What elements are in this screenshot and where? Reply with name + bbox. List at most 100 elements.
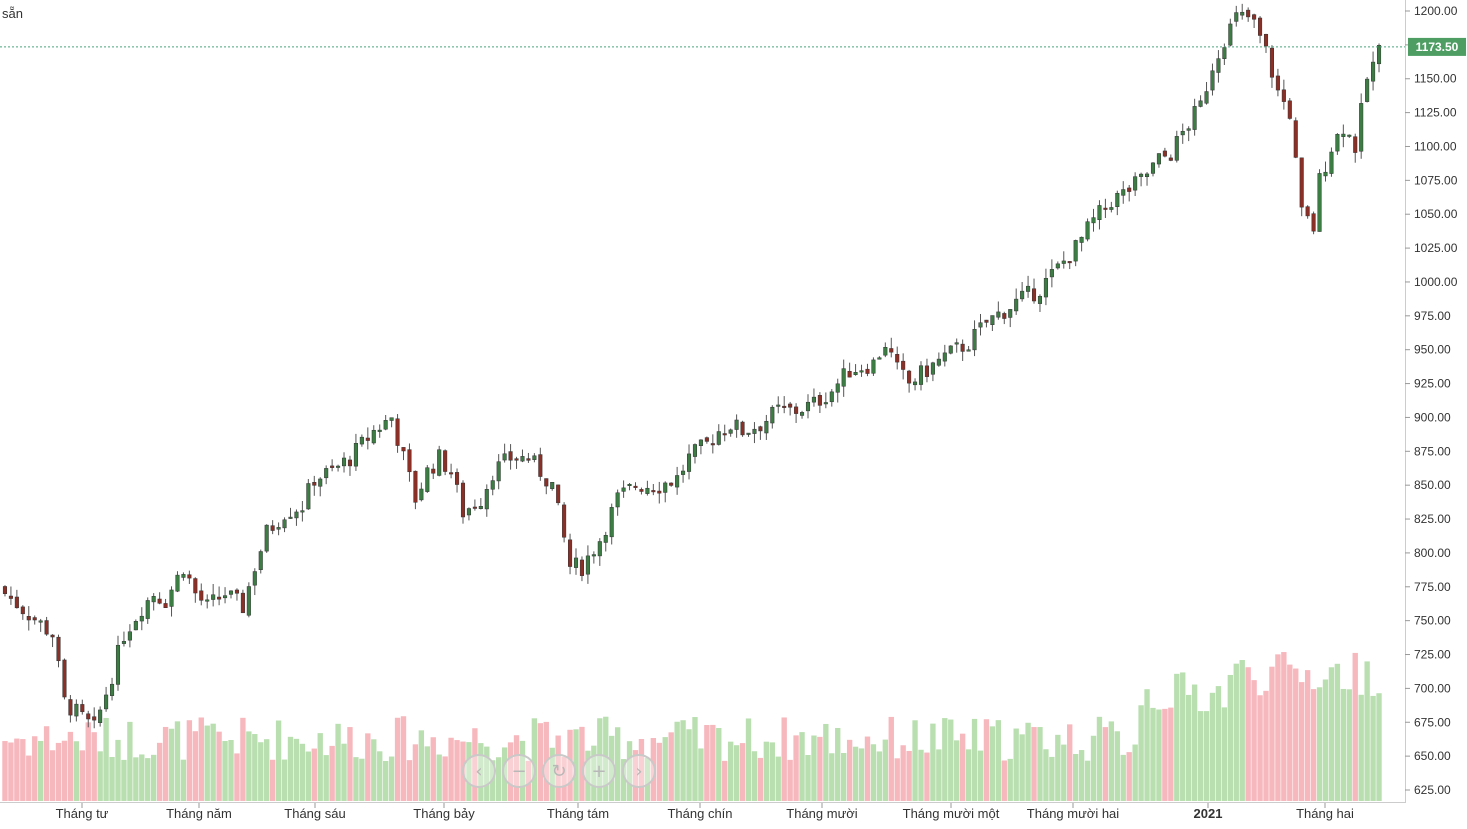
x-tick-label: Tháng mười một <box>903 806 1000 821</box>
volume-bar <box>26 755 32 801</box>
candle-body <box>252 571 257 586</box>
candle-body <box>901 360 906 370</box>
candle-body <box>645 487 650 494</box>
scroll-left-button[interactable]: ‹ <box>462 754 496 788</box>
candle-body <box>847 370 852 378</box>
y-tick-label: 950.00 <box>1414 343 1451 357</box>
candle-body <box>907 370 912 384</box>
y-tick-label: 725.00 <box>1414 648 1451 662</box>
volume-bar <box>156 742 163 801</box>
volume-bar <box>73 741 80 801</box>
candle-body <box>651 490 656 493</box>
candle-body <box>401 447 406 452</box>
candle-body <box>579 559 584 576</box>
volume-bar <box>388 756 395 801</box>
volume-bar <box>995 720 1002 801</box>
candle-body <box>478 505 483 509</box>
scroll-right-button[interactable]: › <box>622 754 656 788</box>
candle-body <box>389 417 394 421</box>
reset-button[interactable]: ↻ <box>542 754 576 788</box>
volume-bar <box>971 718 978 801</box>
candle-body <box>419 488 424 501</box>
candle-body <box>550 481 555 490</box>
y-tick-label: 625.00 <box>1414 783 1451 797</box>
volume-bar <box>109 756 115 801</box>
candle-body <box>264 524 269 552</box>
volume-bar <box>811 735 817 801</box>
candle-body <box>591 554 596 557</box>
candle-body <box>1055 263 1060 269</box>
volume-bar <box>448 737 454 801</box>
volume-bar <box>1275 654 1281 801</box>
volume-bar <box>704 725 710 801</box>
candle-body <box>913 381 918 386</box>
candle-body <box>675 475 680 488</box>
plus-icon: + <box>591 760 607 782</box>
candle-body <box>20 606 25 615</box>
candle-body <box>1216 58 1221 73</box>
volume-bar <box>145 758 151 801</box>
candle-body <box>169 589 174 607</box>
candle-body <box>633 485 638 488</box>
y-tick-label: 775.00 <box>1414 580 1451 594</box>
volume-bar <box>258 742 264 801</box>
volume-bar <box>1150 707 1156 801</box>
zoom-out-button[interactable]: − <box>502 754 536 788</box>
volume-bar <box>394 717 401 801</box>
volume-bar <box>1221 707 1228 801</box>
x-tick-label: Tháng mười <box>786 806 858 821</box>
volume-bar <box>1108 721 1115 801</box>
volume-bar <box>1191 684 1198 801</box>
candle-body <box>585 555 590 575</box>
candle-body <box>722 433 727 436</box>
volume-bar <box>1061 744 1067 801</box>
candle-body <box>948 345 953 354</box>
x-tick-label: 2021 <box>1194 806 1223 821</box>
volume-bar <box>115 739 121 801</box>
volume-bar <box>1168 707 1174 801</box>
candle-body <box>133 621 138 631</box>
candle-body <box>318 478 323 487</box>
candle-body <box>490 480 495 490</box>
volume-bar <box>936 749 942 801</box>
volume-bar <box>1102 727 1109 801</box>
candle-body <box>1073 240 1078 262</box>
x-tick-label: Tháng tư <box>56 806 109 821</box>
y-tick-label: 675.00 <box>1414 715 1451 729</box>
candle-body <box>62 659 67 698</box>
candle-body <box>443 450 448 472</box>
candle-body <box>276 527 281 530</box>
zoom-in-button[interactable]: + <box>582 754 616 788</box>
volume-bar <box>1025 722 1031 801</box>
volume-bar <box>1269 666 1275 801</box>
volume-bar <box>412 744 419 801</box>
volume-bar <box>97 751 103 801</box>
candle-body <box>26 616 31 621</box>
candle-body <box>1365 78 1370 102</box>
volume-bar <box>424 746 430 801</box>
volume-bar <box>1257 695 1263 801</box>
chevron-left-icon: ‹ <box>475 760 483 782</box>
volume-bar <box>496 757 502 801</box>
candle-body <box>1252 14 1257 20</box>
y-tick-label: 800.00 <box>1414 546 1451 560</box>
candle-body <box>211 594 216 600</box>
candle-body <box>44 620 49 635</box>
candle-body <box>217 596 222 600</box>
candle-body <box>1347 134 1352 137</box>
volume-bar <box>1001 760 1007 801</box>
chevron-right-icon: › <box>635 760 643 782</box>
candle-body <box>562 504 567 538</box>
volume-bar <box>305 751 312 801</box>
volume-bar <box>698 748 704 801</box>
candle-body <box>811 396 816 403</box>
volume-bar <box>882 739 888 801</box>
candle-body <box>1192 106 1197 130</box>
volume-bar <box>246 731 252 801</box>
volume-bar <box>1013 728 1019 801</box>
volume-bar <box>1263 690 1269 801</box>
candle-body <box>228 590 234 595</box>
candle-body <box>92 716 97 721</box>
volume-bar <box>733 745 740 801</box>
candle-body <box>1174 136 1179 161</box>
